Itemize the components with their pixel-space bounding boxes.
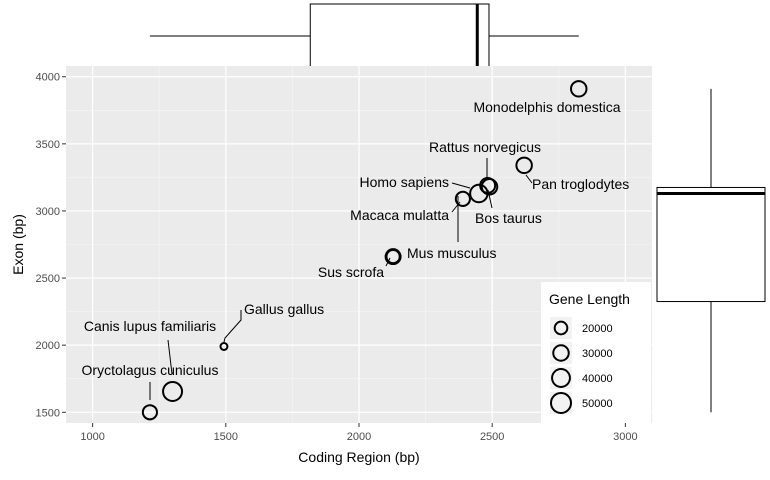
point-label: Pan troglodytes	[532, 176, 629, 192]
point-label: Canis lupus familiaris	[84, 318, 216, 334]
point-label: Bos taurus	[475, 210, 542, 226]
y-tick-label: 4000	[36, 72, 60, 84]
point-label: Monodelphis domestica	[473, 99, 620, 115]
leader-line	[167, 339, 173, 375]
data-point	[219, 342, 229, 351]
data-point	[570, 80, 588, 98]
data-point	[469, 183, 489, 204]
y-tick-label: 2000	[36, 340, 60, 352]
point-label: Macaca mulatta	[350, 207, 449, 223]
y-tick-label: 3500	[36, 139, 60, 151]
legend-entry-label: 50000	[582, 398, 613, 410]
legend-key-circle	[553, 320, 569, 336]
data-point	[162, 380, 184, 402]
legend-entry-label: 40000	[582, 373, 613, 385]
y-tick-label: 3000	[36, 206, 60, 218]
legend-key-background	[550, 317, 572, 339]
y-axis-title: Exon (bp)	[10, 214, 26, 275]
point-label: Gallus gallus	[244, 301, 324, 317]
leader-line	[223, 310, 242, 343]
data-point	[141, 404, 158, 421]
point-label: Rattus norvegicus	[429, 139, 541, 155]
leader-line	[525, 174, 533, 184]
x-tick-label: 3000	[613, 431, 637, 443]
right-marginal-boxplot	[656, 88, 766, 413]
point-label: Oryctolagus cuniculus	[82, 362, 219, 378]
point-label: Sus scrofa	[318, 264, 384, 280]
legend-key-circle	[551, 368, 571, 388]
right-box-iqr	[656, 186, 766, 303]
legend-entry-label: 20000	[582, 323, 613, 335]
top-marginal-boxplot	[149, 3, 579, 68]
x-tick-label: 2000	[347, 431, 371, 443]
legend: Gene Length 20000 30000 40000 50000	[541, 282, 651, 423]
legend-title: Gene Length	[549, 291, 630, 307]
axis-ticks: 1000 1500 2000 2500 3000 1500 2000 2500 3000 3500…	[36, 72, 638, 443]
legend-key-background	[550, 392, 572, 414]
leader-line	[451, 182, 471, 189]
data-point	[515, 156, 533, 175]
point-label: Homo sapiens	[360, 174, 450, 190]
data-points	[141, 80, 588, 421]
y-tick-label: 1500	[36, 407, 60, 419]
legend-key-background	[550, 367, 572, 389]
x-tick-label: 1000	[80, 431, 104, 443]
x-tick-label: 2500	[480, 431, 504, 443]
point-labels: Monodelphis domestica Pan troglodytes Ratt…	[82, 99, 630, 378]
x-axis-title: Coding Region (bp)	[298, 449, 419, 465]
data-point	[385, 248, 401, 265]
legend-key-circle	[552, 344, 570, 362]
legend-entry-label: 30000	[582, 348, 613, 360]
legend-key-circle	[550, 392, 572, 414]
data-point	[454, 190, 471, 207]
top-box-iqr	[309, 3, 490, 68]
x-tick-label: 1500	[214, 431, 238, 443]
point-label: Mus musculus	[407, 245, 496, 261]
y-tick-label: 2500	[36, 273, 60, 285]
